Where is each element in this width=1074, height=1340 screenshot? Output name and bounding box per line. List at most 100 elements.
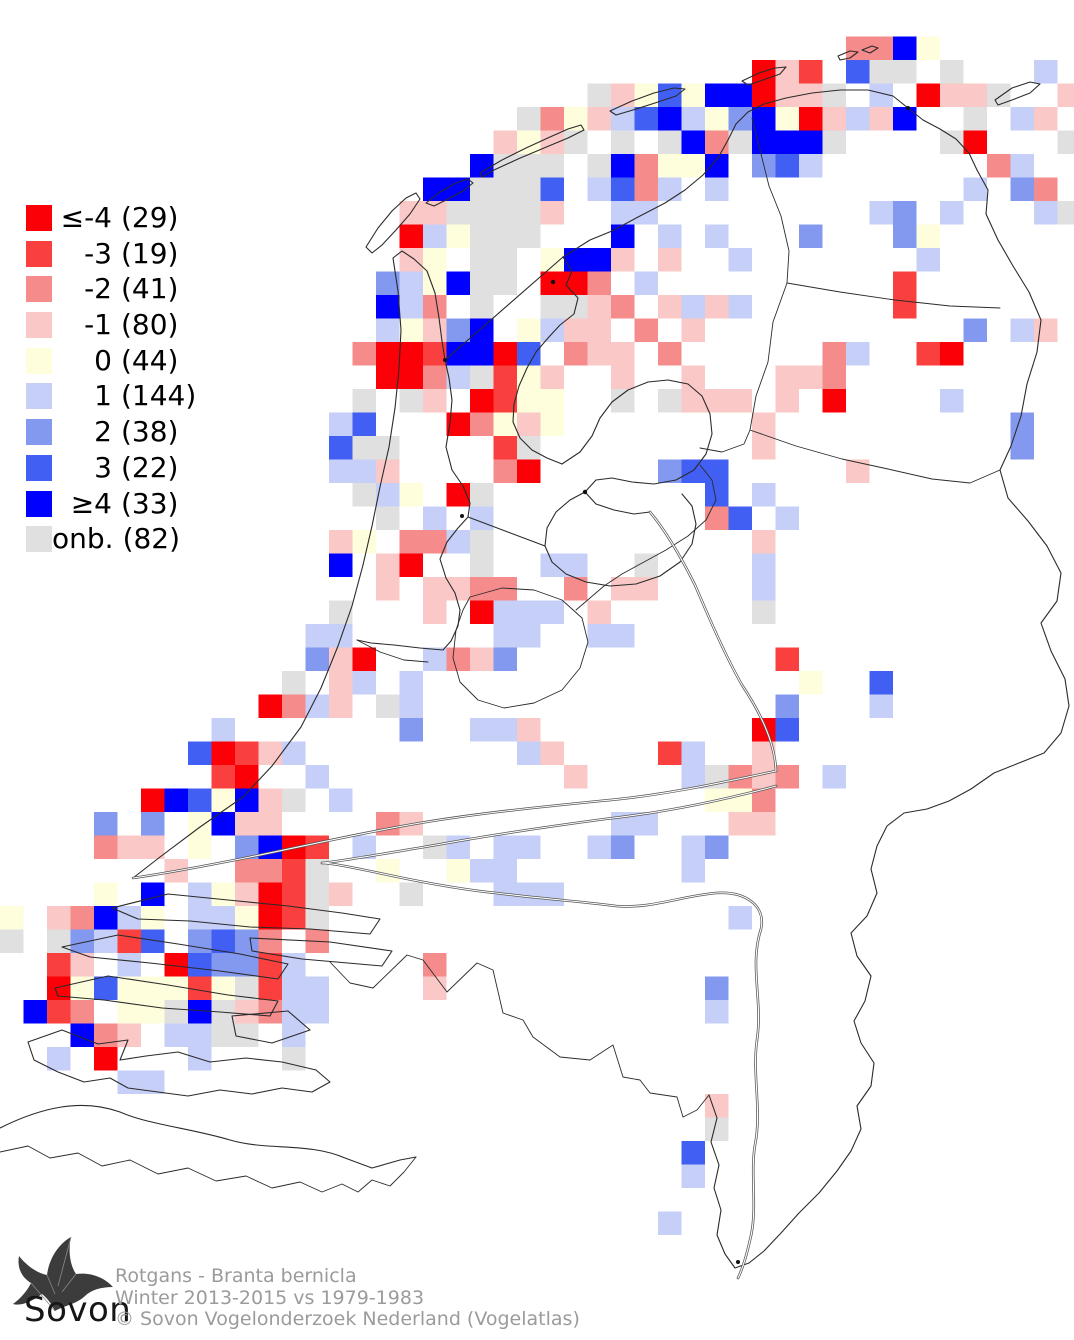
grid-cell bbox=[564, 577, 588, 601]
grid-cell bbox=[423, 295, 447, 319]
grid-cell bbox=[352, 647, 376, 671]
grid-cell bbox=[799, 671, 823, 695]
grid-cell bbox=[540, 201, 564, 225]
grid-cell bbox=[493, 130, 517, 154]
grid-cell bbox=[658, 130, 682, 154]
grid-cell bbox=[446, 647, 470, 671]
grid-cell bbox=[728, 506, 752, 530]
grid-cell bbox=[799, 107, 823, 131]
grid-cell bbox=[611, 201, 635, 225]
legend-swatch-icon bbox=[26, 205, 52, 231]
legend-count: (38) bbox=[121, 415, 179, 449]
grid-cell bbox=[423, 177, 447, 201]
grid-cell bbox=[940, 83, 964, 107]
legend-swatch-icon bbox=[26, 276, 52, 303]
grid-cell bbox=[775, 130, 799, 154]
grid-cell bbox=[705, 1000, 729, 1024]
grid-cell bbox=[470, 506, 494, 530]
grid-cell bbox=[728, 389, 752, 413]
grid-cell bbox=[658, 342, 682, 366]
grid-cell bbox=[164, 976, 188, 1000]
grid-cell bbox=[352, 412, 376, 436]
grid-cell bbox=[235, 953, 259, 977]
grid-cell bbox=[587, 342, 611, 366]
grid-cell bbox=[705, 483, 729, 507]
island-borkum-path bbox=[994, 81, 1041, 106]
grid-cell bbox=[352, 671, 376, 695]
border-friesland-groningen-path bbox=[751, 117, 790, 284]
grid-cell bbox=[611, 295, 635, 319]
grid-cell bbox=[282, 1000, 306, 1024]
grid-cell bbox=[423, 506, 447, 530]
grid-cell bbox=[352, 459, 376, 483]
grid-cell bbox=[141, 788, 165, 812]
grid-cell bbox=[517, 130, 541, 154]
grid-cell bbox=[47, 976, 71, 1000]
grid-cell bbox=[376, 859, 400, 883]
river-waal-inner-path bbox=[321, 785, 777, 864]
island-walcheren-beveland-path bbox=[27, 1029, 331, 1097]
grid-cell bbox=[470, 577, 494, 601]
grid-cell bbox=[517, 741, 541, 765]
grid-cell bbox=[211, 882, 235, 906]
grid-cell bbox=[141, 1000, 165, 1024]
city-dot bbox=[550, 279, 556, 285]
grid-cell bbox=[681, 1164, 705, 1188]
grid-cell bbox=[987, 154, 1011, 178]
grid-cell bbox=[893, 201, 917, 225]
grid-cell bbox=[258, 953, 282, 977]
grid-cell bbox=[1057, 83, 1074, 107]
grid-cell bbox=[587, 83, 611, 107]
grid-cell bbox=[117, 1023, 141, 1047]
grid-cell bbox=[540, 154, 564, 178]
grid-cell bbox=[728, 83, 752, 107]
grid-cell bbox=[705, 177, 729, 201]
grid-cell bbox=[329, 671, 353, 695]
grid-cell bbox=[493, 436, 517, 460]
grid-cell bbox=[258, 694, 282, 718]
grid-cell bbox=[869, 107, 893, 131]
grid-cell bbox=[188, 953, 212, 977]
grid-cell bbox=[305, 859, 329, 883]
grid-cell bbox=[540, 553, 564, 577]
grid-cell bbox=[799, 365, 823, 389]
grid-cell bbox=[0, 906, 24, 930]
border-drenthe-overijssel-path bbox=[749, 429, 1001, 484]
grid-cell bbox=[681, 107, 705, 131]
grid-cell bbox=[235, 835, 259, 859]
grid-cell bbox=[446, 271, 470, 295]
grid-cell bbox=[681, 765, 705, 789]
grid-cell bbox=[423, 976, 447, 1000]
grid-cell bbox=[470, 248, 494, 272]
grid-cell bbox=[681, 389, 705, 413]
grid-cell bbox=[1010, 154, 1034, 178]
rivers-inner-layer bbox=[132, 511, 777, 1279]
grid-cell bbox=[916, 248, 940, 272]
grid-cell bbox=[611, 130, 635, 154]
grid-cell bbox=[517, 154, 541, 178]
grid-cell bbox=[564, 342, 588, 366]
grid-cell bbox=[517, 882, 541, 906]
noordzeekanaal-path bbox=[356, 639, 429, 663]
grid-cell bbox=[423, 600, 447, 624]
grid-cell bbox=[752, 765, 776, 789]
grid-cell bbox=[305, 647, 329, 671]
grid-cell bbox=[141, 882, 165, 906]
footer: Rotgans - Branta bernicla Winter 2013-20… bbox=[115, 1265, 580, 1331]
grid-cell bbox=[658, 107, 682, 131]
grid-cell bbox=[423, 953, 447, 977]
grid-cell bbox=[587, 600, 611, 624]
grid-cell bbox=[211, 812, 235, 836]
island-vlieland-path bbox=[425, 178, 474, 207]
grid-cell bbox=[423, 201, 447, 225]
grid-cell bbox=[94, 1047, 118, 1071]
grid-cell bbox=[470, 389, 494, 413]
grid-cell bbox=[916, 83, 940, 107]
grid-cell bbox=[775, 765, 799, 789]
grid-cell bbox=[564, 107, 588, 131]
sovon-logo-text: Sovon bbox=[24, 1290, 132, 1330]
border-belgium-path bbox=[329, 954, 710, 1118]
grid-cell bbox=[282, 1047, 306, 1071]
grid-cell bbox=[705, 107, 729, 131]
